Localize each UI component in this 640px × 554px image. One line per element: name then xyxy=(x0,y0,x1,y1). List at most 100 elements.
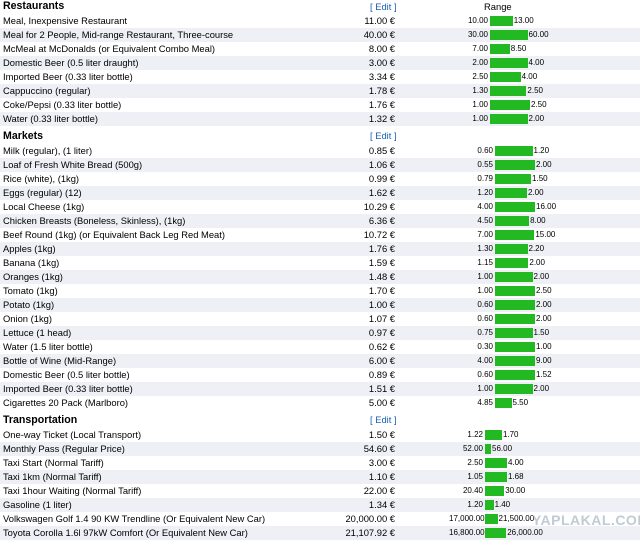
range-max: 2.00 xyxy=(533,384,550,393)
item-price: 1.48 € xyxy=(368,271,395,282)
range-bar xyxy=(490,44,510,54)
item-price: 1.00 € xyxy=(368,299,395,310)
range-min: 2.50 xyxy=(467,458,483,467)
item-name: Taxi Start (Normal Tariff) xyxy=(3,457,104,468)
item-name: Taxi 1hour Waiting (Normal Tariff) xyxy=(3,485,142,496)
item-price: 1.32 € xyxy=(368,113,395,124)
item-price: 1.06 € xyxy=(368,159,395,170)
item-name: Oranges (1kg) xyxy=(3,271,63,282)
item-price: 6.00 € xyxy=(368,355,395,366)
item-price: 1.62 € xyxy=(368,187,395,198)
range-bar xyxy=(490,100,530,110)
range-max: 9.00 xyxy=(536,356,552,365)
range-min: 4.50 xyxy=(477,216,493,225)
table-row: Imported Beer (0.33 liter bottle) 3.34 € 2… xyxy=(0,70,640,84)
table-row: Lettuce (1 head) 0.97 € 0.75 1.50 xyxy=(0,326,640,340)
range-max: 1.50 xyxy=(532,174,548,183)
table-row: Oranges (1kg) 1.48 € 1.00 2.00 xyxy=(0,270,640,284)
item-name: Potato (1kg) xyxy=(3,299,55,310)
range-max: 2.00 xyxy=(536,314,552,323)
range-min: 0.60 xyxy=(477,146,493,155)
table-row: Meal, Inexpensive Restaurant 11.00 € 10.00… xyxy=(0,14,640,28)
cost-of-living-table: Restaurants [ Edit ] Range Meal, Inexpensiv… xyxy=(0,0,640,540)
table-row: Bottle of Wine (Mid-Range) 6.00 € 4.00 9.00 xyxy=(0,354,640,368)
edit-link[interactable]: [ Edit ] xyxy=(370,130,397,141)
range-bar xyxy=(485,528,507,538)
range-max: 56.00 xyxy=(492,444,513,453)
item-price: 1.59 € xyxy=(368,257,395,268)
item-name: Water (0.33 liter bottle) xyxy=(3,113,98,124)
range-bar xyxy=(485,486,505,496)
range-min: 4.00 xyxy=(477,356,493,365)
table-row: Domestic Beer (0.5 liter bottle) 0.89 € 0.… xyxy=(0,368,640,382)
range-header: Range xyxy=(484,1,512,12)
item-price: 10.72 € xyxy=(363,229,395,240)
range-bar xyxy=(495,398,512,408)
range-min: 1.00 xyxy=(472,100,488,109)
table-row: Volkswagen Golf 1.4 90 KW Trendline (Or … xyxy=(0,512,640,526)
range-max: 13.00 xyxy=(513,16,534,25)
item-price: 11.00 € xyxy=(364,15,395,26)
range-max: 2.50 xyxy=(527,86,543,95)
table-row: Toyota Corolla 1.6l 97kW Comfort (Or Equ… xyxy=(0,526,640,540)
item-name: Toyota Corolla 1.6l 97kW Comfort (Or Equ… xyxy=(3,527,248,538)
range-min: 1.30 xyxy=(472,86,488,95)
range-max: 1.50 xyxy=(533,328,550,337)
item-price: 0.85 € xyxy=(368,145,395,156)
section-title: Transportation xyxy=(3,414,78,426)
range-max: 2.00 xyxy=(536,160,552,169)
range-bar xyxy=(495,244,528,254)
table-row: Cigarettes 20 Pack (Marlboro) 5.00 € 4.85 5… xyxy=(0,396,640,410)
range-max: 2.00 xyxy=(528,188,544,197)
item-price: 22.00 € xyxy=(363,485,395,496)
item-name: Monthly Pass (Regular Price) xyxy=(3,443,125,454)
range-bar xyxy=(495,328,533,338)
range-min: 52.00 xyxy=(462,444,483,453)
item-price: 1.50 € xyxy=(368,429,395,440)
edit-link[interactable]: [ Edit ] xyxy=(370,1,397,12)
range-max: 1.00 xyxy=(536,342,552,351)
item-name: Volkswagen Golf 1.4 90 KW Trendline (Or … xyxy=(3,513,266,524)
item-name: Imported Beer (0.33 liter bottle) xyxy=(3,71,133,82)
range-max: 8.00 xyxy=(530,216,546,225)
item-name: Cappuccino (regular) xyxy=(3,85,91,96)
table-row: Milk (regular), (1 liter) 0.85 € 0.60 1.20 xyxy=(0,144,640,158)
item-price: 1.10 € xyxy=(368,471,395,482)
item-price: 1.51 € xyxy=(368,383,395,394)
range-bar xyxy=(485,430,502,440)
item-price: 0.89 € xyxy=(368,369,395,380)
range-min: 1.15 xyxy=(477,258,493,267)
range-min: 1.00 xyxy=(477,286,493,295)
section-title: Markets xyxy=(3,130,44,142)
table-row: Onion (1kg) 1.07 € 0.60 2.00 xyxy=(0,312,640,326)
range-bar xyxy=(485,444,491,454)
item-name: Taxi 1km (Normal Tariff) xyxy=(3,471,102,482)
table-row: Gasoline (1 liter) 1.34 € 1.20 1.40 xyxy=(0,498,640,512)
item-name: Loaf of Fresh White Bread (500g) xyxy=(3,159,143,170)
range-min: 4.85 xyxy=(477,398,493,407)
edit-link[interactable]: [ Edit ] xyxy=(370,414,397,425)
item-name: Milk (regular), (1 liter) xyxy=(3,145,93,156)
range-bar xyxy=(495,230,535,240)
item-name: Meal for 2 People, Mid-range Restaurant,… xyxy=(3,29,234,40)
table-row: Water (0.33 liter bottle) 1.32 € 1.00 2.00 xyxy=(0,112,640,126)
range-max: 2.00 xyxy=(536,300,552,309)
item-name: Tomato (1kg) xyxy=(3,285,58,296)
table-row: Banana (1kg) 1.59 € 1.15 2.00 xyxy=(0,256,640,270)
range-max: 26,000.00 xyxy=(507,528,543,537)
item-price: 1.70 € xyxy=(368,285,395,296)
range-min: 0.30 xyxy=(477,342,493,351)
range-bar xyxy=(495,272,533,282)
range-bar xyxy=(495,342,535,352)
item-name: Beef Round (1kg) (or Equivalent Back Leg… xyxy=(3,229,225,240)
range-max: 21,500.00 xyxy=(498,514,535,523)
range-min: 1.22 xyxy=(467,430,483,439)
range-min: 7.00 xyxy=(477,230,493,239)
item-price: 10.29 € xyxy=(363,201,395,212)
range-min: 1.05 xyxy=(467,472,483,481)
table-row: Domestic Beer (0.5 liter draught) 3.00 € 2… xyxy=(0,56,640,70)
range-bar xyxy=(490,30,528,40)
range-min: 2.00 xyxy=(472,58,488,67)
item-name: Imported Beer (0.33 liter bottle) xyxy=(3,383,133,394)
item-name: Chicken Breasts (Boneless, Skinless), (1… xyxy=(3,215,186,226)
